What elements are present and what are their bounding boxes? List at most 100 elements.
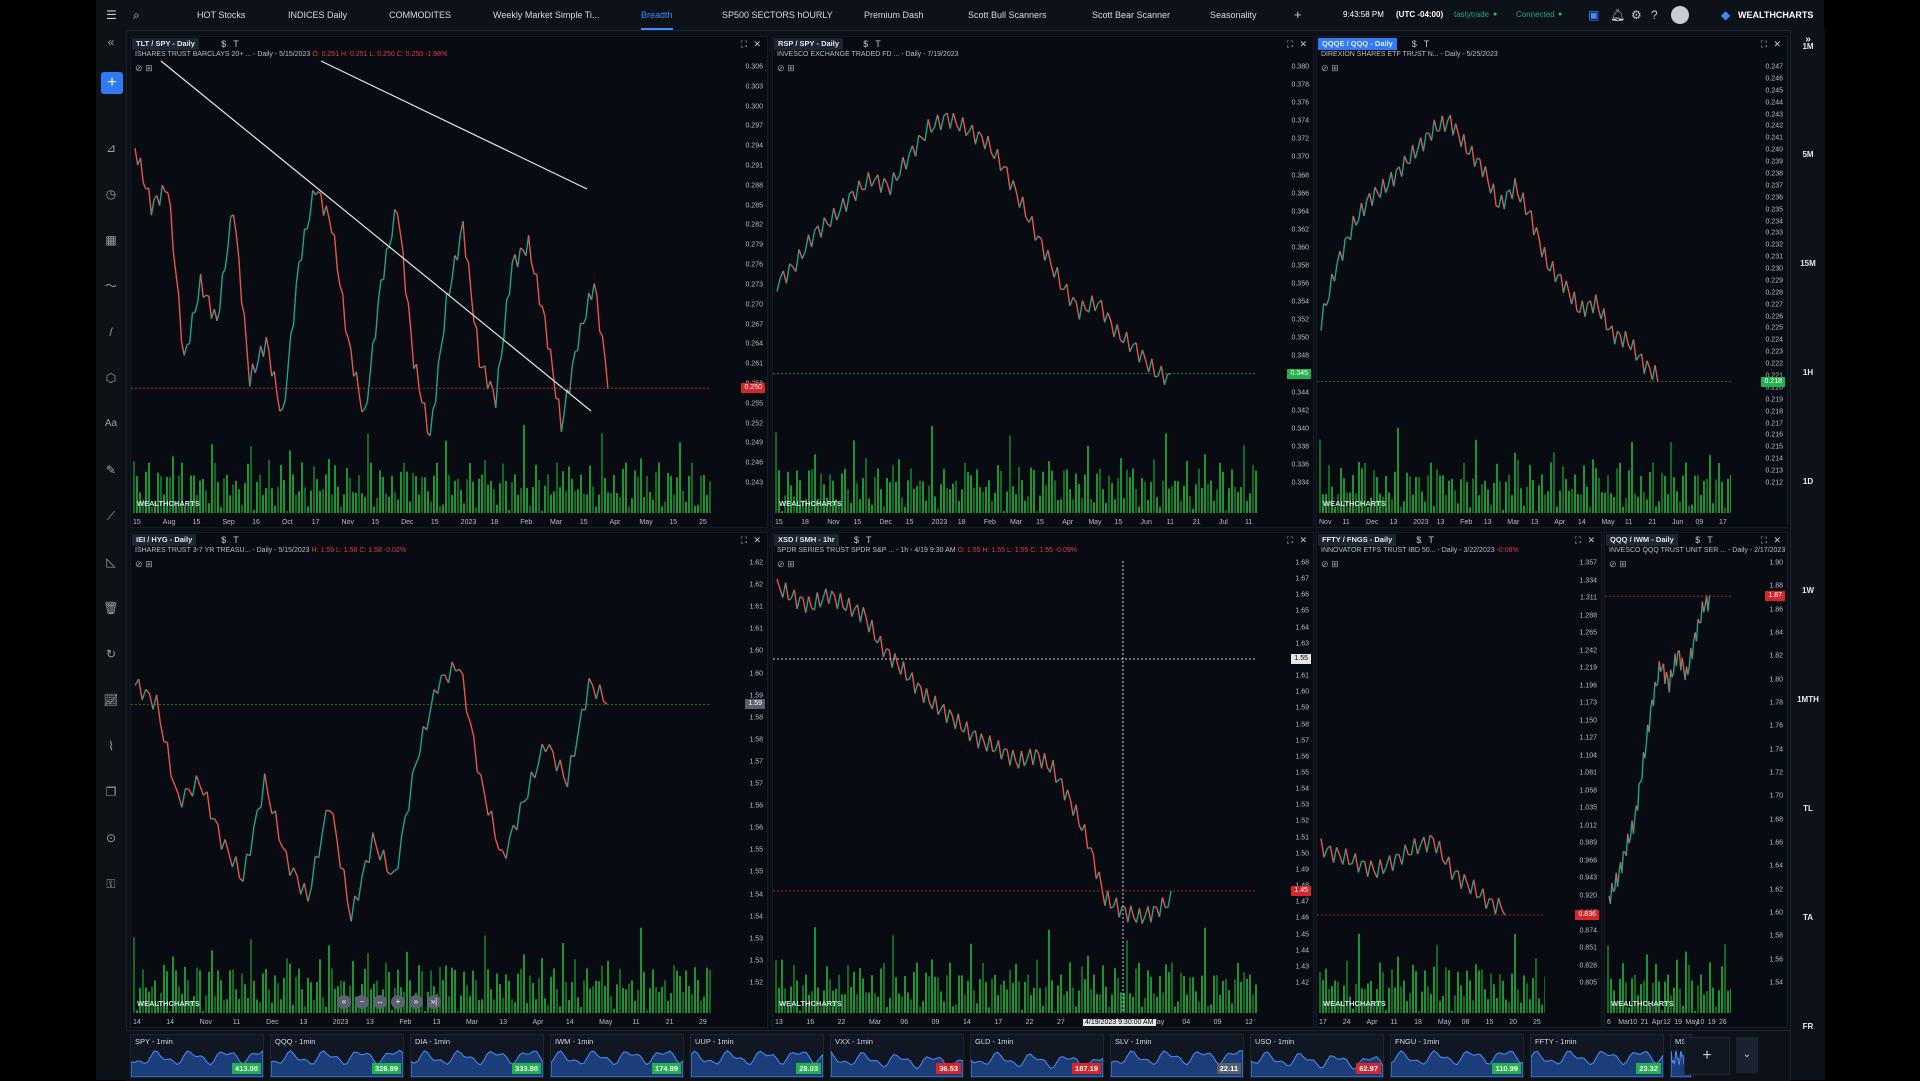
visibility-icon[interactable]: ⊘ xyxy=(135,559,143,569)
ruler-icon[interactable]: ⟋ xyxy=(103,508,119,524)
timeframe-1m[interactable]: 1M xyxy=(1791,42,1825,51)
symbol-t-icon[interactable]: T xyxy=(233,38,239,50)
broker-name[interactable]: tastytrade xyxy=(1454,0,1489,30)
symbol-t-icon[interactable]: T xyxy=(866,534,872,546)
nav-button-3[interactable]: + xyxy=(391,995,405,1009)
chart-pane-7[interactable]: QQQ / IWM - Daily $ T ⛶ ✕ INVESCO QQQ TR… xyxy=(1604,532,1788,1028)
price-chart[interactable] xyxy=(1317,533,1545,1015)
timeframe-1w[interactable]: 1W xyxy=(1791,586,1825,595)
add-drawing-button[interactable]: + xyxy=(101,72,123,94)
symbol-label[interactable]: IEI / HYG - Daily xyxy=(132,534,196,546)
visibility-icon[interactable]: ⊘ xyxy=(777,559,785,569)
symbol-label[interactable]: QQQ / IWM - Daily xyxy=(1606,534,1678,546)
line-tool-icon[interactable]: / xyxy=(103,324,119,340)
add-indicator-icon[interactable]: ⊞ xyxy=(145,63,153,73)
symbol-t-icon[interactable]: T xyxy=(875,38,881,50)
symbol-dollar-icon[interactable]: $ xyxy=(1412,38,1417,50)
tab-scott-bull-scanners[interactable]: Scott Bull Scanners xyxy=(968,0,1047,30)
visibility-icon[interactable]: ⊘ xyxy=(1321,559,1329,569)
chart-pane-1[interactable]: TLT / SPY - Daily $ T ⛶ ✕ ISHARES TRUST … xyxy=(130,36,768,528)
tab-premium-dash[interactable]: Premium Dash xyxy=(864,0,924,30)
symbol-t-icon[interactable]: T xyxy=(1707,534,1713,546)
tab-scott-bear-scanner[interactable]: Scott Bear Scanner xyxy=(1092,0,1170,30)
tab-hot-stocks[interactable]: HOT Stocks xyxy=(197,0,245,30)
shapes-icon[interactable]: ⬡ xyxy=(103,370,119,386)
layers-icon[interactable]: ❐ xyxy=(103,784,119,800)
menu-icon[interactable]: ☰ xyxy=(106,0,117,30)
chart-pane-3[interactable]: QQQE / QQQ - Daily $ T ⛶ ✕ DIREXION SHAR… xyxy=(1316,36,1788,528)
tab-sp500-sectors-hourly[interactable]: SP500 SECTORS hOURLY xyxy=(722,0,833,30)
add-indicator-icon[interactable]: ⊞ xyxy=(145,559,153,569)
calendar-icon[interactable]: ▦ xyxy=(103,232,119,248)
nav-button-1[interactable]: − xyxy=(355,995,369,1009)
pattern-icon[interactable]: ⌇ xyxy=(103,738,119,754)
chart-pane-5[interactable]: XSD / SMH - 1hr $ T ⛶ ✕ SPDR SERIES TRUS… xyxy=(772,532,1314,1028)
clock-icon[interactable]: ◷ xyxy=(103,186,119,202)
bell-icon[interactable]: 🔔︎ xyxy=(1610,0,1625,30)
help-icon[interactable]: ? xyxy=(1651,0,1658,30)
tab-breadth[interactable]: Breadth xyxy=(641,0,673,30)
gear-icon[interactable]: ⚙ xyxy=(1631,0,1642,30)
tab-seasonality[interactable]: Seasonality xyxy=(1210,0,1257,30)
symbol-label[interactable]: FFTY / FNGS - Daily xyxy=(1318,534,1396,546)
search-icon[interactable]: ⌕ xyxy=(133,0,140,30)
add-indicator-icon[interactable]: ⊞ xyxy=(1331,559,1339,569)
nav-button-4[interactable]: » xyxy=(409,995,423,1009)
chart-pane-2[interactable]: RSP / SPY - Daily $ T ⛶ ✕ INVESCO EXCHAN… xyxy=(772,36,1314,528)
magnet-icon[interactable]: ⊙ xyxy=(103,830,119,846)
trendline[interactable] xyxy=(321,61,587,189)
symbol-t-icon[interactable]: T xyxy=(1428,534,1434,546)
refresh-icon[interactable]: ↻ xyxy=(103,646,119,662)
nav-button-2[interactable]: ↔ xyxy=(373,995,387,1009)
chart-pane-6[interactable]: FFTY / FNGS - Daily $ T ⛶ ✕ INNOVATOR ET… xyxy=(1316,532,1602,1028)
symbol-dollar-icon[interactable]: $ xyxy=(1695,534,1700,546)
collapse-left-icon[interactable]: « xyxy=(103,34,119,50)
measure-icon[interactable]: ◺ xyxy=(103,554,119,570)
add-indicator-icon[interactable]: ⊞ xyxy=(1331,63,1339,73)
timeframe-ta[interactable]: TA xyxy=(1791,913,1825,922)
price-chart[interactable] xyxy=(1317,37,1731,515)
lock-icon[interactable]: ⚿ xyxy=(103,876,119,892)
price-chart[interactable] xyxy=(1605,533,1731,1015)
save-icon[interactable]: ▣ xyxy=(1588,0,1599,30)
price-chart[interactable] xyxy=(773,37,1257,515)
timeframe-5m[interactable]: 5M xyxy=(1791,150,1825,159)
timeframe-tl[interactable]: TL xyxy=(1791,804,1825,813)
add-indicator-icon[interactable]: ⊞ xyxy=(1619,559,1627,569)
add-indicator-icon[interactable]: ⊞ xyxy=(787,63,795,73)
symbol-dollar-icon[interactable]: $ xyxy=(854,534,859,546)
symbol-label[interactable]: RSP / SPY - Daily xyxy=(774,38,843,50)
symbol-dollar-icon[interactable]: $ xyxy=(863,38,868,50)
symbol-dollar-icon[interactable]: $ xyxy=(1416,534,1421,546)
tab-weekly-market-simple-ti[interactable]: Weekly Market Simple Ti... xyxy=(493,0,599,30)
text-tool-icon[interactable]: Aa xyxy=(103,416,119,432)
symbol-label[interactable]: TLT / SPY - Daily xyxy=(132,38,199,50)
pencil-icon[interactable]: ✎ xyxy=(103,462,119,478)
chart-pane-4[interactable]: IEI / HYG - Daily $ T ⛶ ✕ ISHARES TRUST … xyxy=(130,532,768,1028)
timeframe-fr[interactable]: FR xyxy=(1791,1022,1825,1031)
visibility-icon[interactable]: ⊘ xyxy=(777,63,785,73)
visibility-icon[interactable]: ⊘ xyxy=(135,63,143,73)
trend-icon[interactable]: 〜 xyxy=(103,278,119,294)
symbol-label[interactable]: XSD / SMH - 1hr xyxy=(774,534,839,546)
